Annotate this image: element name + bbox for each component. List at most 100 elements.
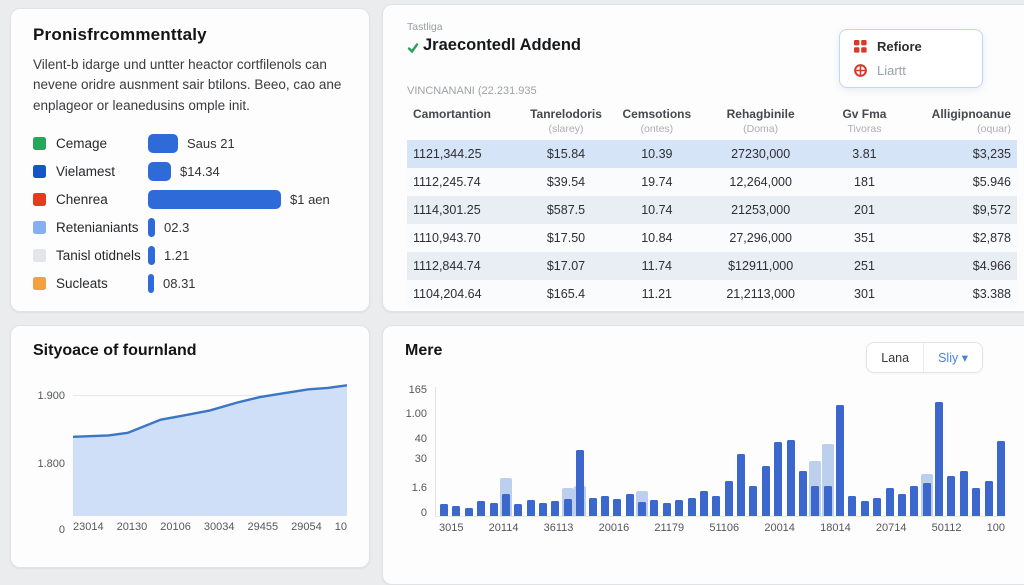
bar [601, 496, 609, 516]
bar [824, 486, 832, 516]
column-header-label: Alligipnoanue [913, 107, 1011, 121]
bar-slot [663, 387, 671, 516]
column-header-sub: (ontes) [621, 123, 693, 135]
bar [539, 503, 547, 516]
column-header-sub: (Doma) [705, 123, 816, 135]
table-cell: $2,878 [907, 224, 1017, 252]
bar [848, 496, 856, 516]
legend-label: Vielamest [56, 164, 148, 179]
range-button-sliy[interactable]: Sliy ▾ [924, 343, 982, 372]
table-cell: 11.21 [615, 280, 699, 308]
bar-slot [527, 387, 535, 516]
table-cell: 1114,301.25 [407, 196, 517, 224]
x-tick-label: 20106 [160, 521, 191, 533]
bar [923, 483, 931, 516]
bar-slot [960, 387, 968, 516]
target-icon [854, 64, 867, 77]
bar [576, 450, 584, 516]
y-tick-label: 165 [409, 384, 427, 396]
bar [836, 405, 844, 516]
column-header-label: Cemsotions [621, 107, 693, 121]
legend-swatch [33, 277, 46, 290]
legend-value: $1 aen [290, 192, 330, 207]
table-cell: $4.966 [907, 252, 1017, 280]
bar-slot [749, 387, 757, 516]
bars-y-axis: 1651.0040301.60 [405, 387, 435, 517]
bar-slot [589, 387, 597, 516]
table-cell: 12,264,000 [699, 168, 822, 196]
area-y-axis: 1.9001.8000 [33, 384, 73, 533]
panel-bars: Mere Lana Sliy ▾ 1651.0040301.60 3015201… [382, 325, 1024, 585]
column-header: Camortantion [407, 104, 517, 140]
x-tick-label: 20014 [764, 522, 795, 534]
bar-slot [465, 387, 473, 516]
table-cell: 1112,245.74 [407, 168, 517, 196]
legend-row: Chenrea $1 aen [33, 186, 347, 214]
x-tick-label: 23014 [73, 521, 104, 533]
x-tick-label: 51106 [709, 522, 739, 534]
bar-slot [712, 387, 720, 516]
table-cell: 301 [822, 280, 906, 308]
table-cell: 351 [822, 224, 906, 252]
bar-slot [972, 387, 980, 516]
column-header-label: Rehagbinile [705, 107, 816, 121]
range-button-lana[interactable]: Lana [867, 343, 924, 372]
column-header-sub: Tivoras [828, 123, 900, 135]
bar [626, 494, 634, 516]
bars-title: Mere [405, 342, 442, 360]
bar-slot [638, 387, 646, 516]
bar [440, 504, 448, 516]
bar-slot [514, 387, 522, 516]
bar [613, 499, 621, 516]
stats-description: Vilent-b idarge und untter heactor cortf… [33, 55, 347, 116]
bar-slot [997, 387, 1005, 516]
legend-swatch [33, 249, 46, 262]
column-header: Tanrelodoris(slarey) [517, 104, 614, 140]
menu-item-refiore[interactable]: Refiore [854, 39, 968, 54]
bar [502, 494, 510, 516]
menu-item-label: Liartt [877, 63, 906, 78]
caret-down-icon: ▾ [962, 351, 968, 365]
table-cell: 1121,344.25 [407, 140, 517, 168]
bar-slot [477, 387, 485, 516]
bar [960, 471, 968, 516]
x-tick-label: 100 [987, 522, 1005, 534]
bar [490, 503, 498, 516]
legend-label: Retenianiants [56, 220, 148, 235]
y-tick-label: 1.800 [37, 458, 65, 470]
menu-item-liartt[interactable]: Liartt [854, 63, 968, 78]
bar [997, 441, 1005, 516]
bar [799, 471, 807, 516]
legend-swatch [33, 221, 46, 234]
x-tick-label: 36113 [544, 522, 574, 534]
table-cell: 10.74 [615, 196, 699, 224]
bar [712, 496, 720, 516]
bar-slot [440, 387, 448, 516]
bar-slot [861, 387, 869, 516]
bar [886, 488, 894, 516]
table-cell: $12911,000 [699, 252, 822, 280]
bar-slot [551, 387, 559, 516]
x-tick-label: 30034 [204, 521, 235, 533]
table-row: 1114,301.25$587.510.7421253,000201$9,572 [407, 196, 1017, 224]
bar-slot [886, 387, 894, 516]
legend-row: Vielamest$14.34 [33, 158, 347, 186]
actions-menu[interactable]: Refiore Liartt [839, 29, 983, 88]
table-cell: 21,2113,000 [699, 280, 822, 308]
legend-label: Chenrea [56, 192, 148, 207]
bar [675, 500, 683, 516]
table-cell: 10.84 [615, 224, 699, 252]
bar-slot [601, 387, 609, 516]
area-plot [73, 384, 347, 516]
column-header: Rehagbinile (Doma) [699, 104, 822, 140]
table-cell: $587.5 [517, 196, 614, 224]
bar-slot [613, 387, 621, 516]
table-cell: $9,572 [907, 196, 1017, 224]
bar [787, 440, 795, 516]
legend-bar [148, 218, 155, 237]
bar-slot [824, 387, 832, 516]
bar [898, 494, 906, 516]
bar-slot [725, 387, 733, 516]
table-cell: $165.4 [517, 280, 614, 308]
stats-legend: CemageSaus 21Vielamest$14.34Chenrea$1 ae… [33, 130, 347, 298]
